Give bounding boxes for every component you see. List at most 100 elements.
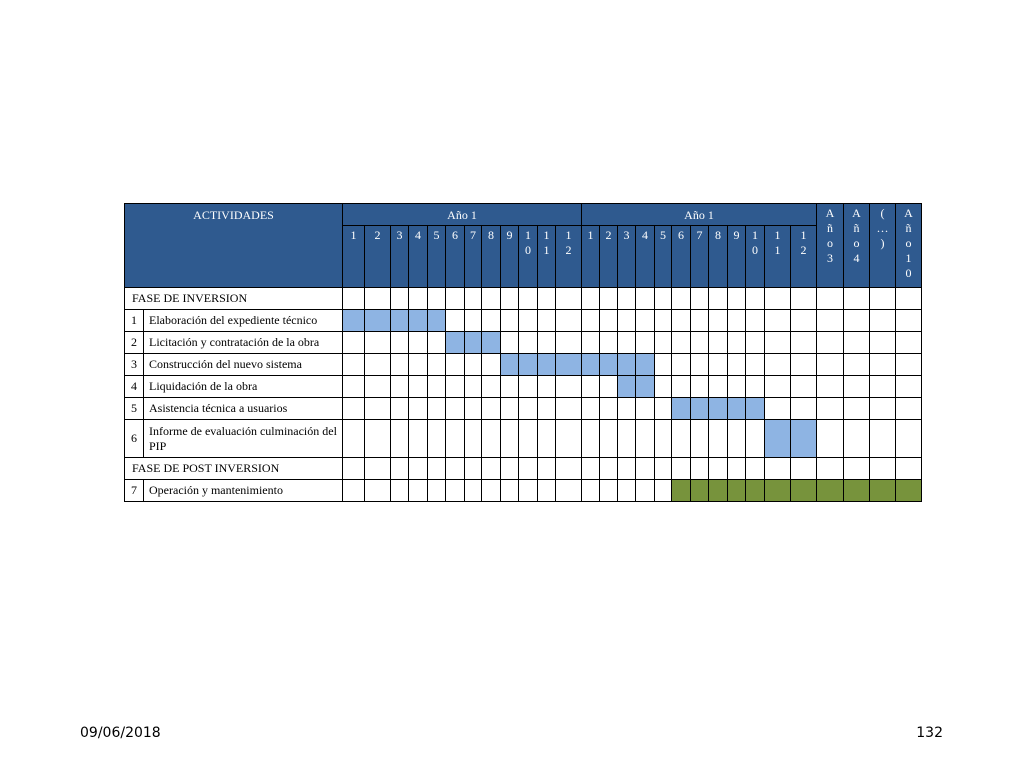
gantt-bar-cell (364, 309, 391, 332)
month-header: 5 (427, 225, 446, 288)
timeline-cell (518, 287, 538, 310)
activity-row: 6 Informe de evaluación culminación del P… (124, 419, 922, 458)
activity-row: 2 Licitación y contratación de la obra (124, 331, 922, 354)
timeline-cell (895, 309, 922, 332)
timeline-cell (408, 397, 428, 420)
activity-number: 1 (124, 309, 144, 332)
timeline-cell (690, 375, 709, 398)
timeline-cell (635, 419, 655, 458)
timeline-cell (617, 457, 636, 480)
timeline-cell (708, 457, 728, 480)
timeline-cell (869, 353, 896, 376)
timeline-cell (708, 287, 728, 310)
gantt-bar-cell (690, 479, 709, 502)
timeline-cell (764, 353, 791, 376)
timeline-cell (745, 457, 765, 480)
month-header: 9 (500, 225, 519, 288)
timeline-cell (500, 397, 519, 420)
timeline-cell (869, 309, 896, 332)
gantt-bar-cell (895, 479, 922, 502)
timeline-cell (518, 331, 538, 354)
timeline-cell (869, 331, 896, 354)
timeline-cell (555, 479, 582, 502)
phase-title: FASE DE INVERSION (124, 287, 343, 310)
timeline-cell (342, 331, 365, 354)
timeline-cell (581, 309, 600, 332)
timeline-cell (464, 397, 482, 420)
timeline-cell (599, 419, 618, 458)
month-header: 3 (390, 225, 409, 288)
timeline-cell (635, 457, 655, 480)
timeline-cell (843, 287, 870, 310)
timeline-cell (342, 287, 365, 310)
timeline-cell (537, 397, 556, 420)
timeline-cell (518, 419, 538, 458)
timeline-cell (537, 309, 556, 332)
timeline-cell (727, 287, 746, 310)
timeline-cell (654, 375, 672, 398)
timeline-cell (869, 287, 896, 310)
timeline-cell (555, 457, 582, 480)
month-header: 3 (617, 225, 636, 288)
timeline-cell (481, 309, 501, 332)
activity-name: Liquidación de la obra (143, 375, 343, 398)
timeline-cell (555, 375, 582, 398)
timeline-cell (764, 375, 791, 398)
timeline-cell (599, 287, 618, 310)
timeline-cell (790, 457, 817, 480)
page-number: 132 (916, 725, 943, 741)
timeline-cell (727, 353, 746, 376)
gantt-bar-cell (464, 331, 482, 354)
activity-name: Operación y mantenimiento (143, 479, 343, 502)
timeline-cell (617, 309, 636, 332)
timeline-cell (690, 457, 709, 480)
timeline-cell (745, 309, 765, 332)
timeline-cell (790, 309, 817, 332)
timeline-cell (816, 419, 844, 458)
timeline-cell (445, 287, 465, 310)
timeline-cell (581, 331, 600, 354)
month-header: 1 (342, 225, 365, 288)
timeline-cell (727, 419, 746, 458)
gantt-bar-cell (843, 479, 870, 502)
timeline-cell (427, 397, 446, 420)
timeline-cell (464, 353, 482, 376)
timeline-cell (843, 397, 870, 420)
gantt-bar-cell (671, 479, 691, 502)
timeline-cell (581, 479, 600, 502)
timeline-cell (745, 419, 765, 458)
timeline-cell (764, 457, 791, 480)
timeline-cell (581, 375, 600, 398)
timeline-cell (390, 353, 409, 376)
timeline-cell (745, 375, 765, 398)
timeline-cell (464, 287, 482, 310)
timeline-cell (364, 419, 391, 458)
timeline-cell (481, 375, 501, 398)
activities-header: ACTIVIDADES (124, 203, 343, 288)
timeline-cell (745, 331, 765, 354)
timeline-cell (816, 309, 844, 332)
activity-row: 1 Elaboración del expediente técnico (124, 309, 922, 332)
month-header: 1 (581, 225, 600, 288)
timeline-cell (764, 287, 791, 310)
gantt-bar-cell (408, 309, 428, 332)
timeline-cell (895, 457, 922, 480)
timeline-cell (790, 375, 817, 398)
timeline-cell (816, 457, 844, 480)
gantt-bar-cell (869, 479, 896, 502)
activity-number: 2 (124, 331, 144, 354)
timeline-cell (690, 331, 709, 354)
timeline-cell (843, 375, 870, 398)
timeline-cell (500, 419, 519, 458)
timeline-cell (537, 479, 556, 502)
gantt-bar-cell (727, 479, 746, 502)
timeline-cell (500, 331, 519, 354)
timeline-cell (617, 331, 636, 354)
timeline-cell (654, 309, 672, 332)
activity-number: 7 (124, 479, 144, 502)
timeline-cell (555, 331, 582, 354)
timeline-cell (427, 353, 446, 376)
